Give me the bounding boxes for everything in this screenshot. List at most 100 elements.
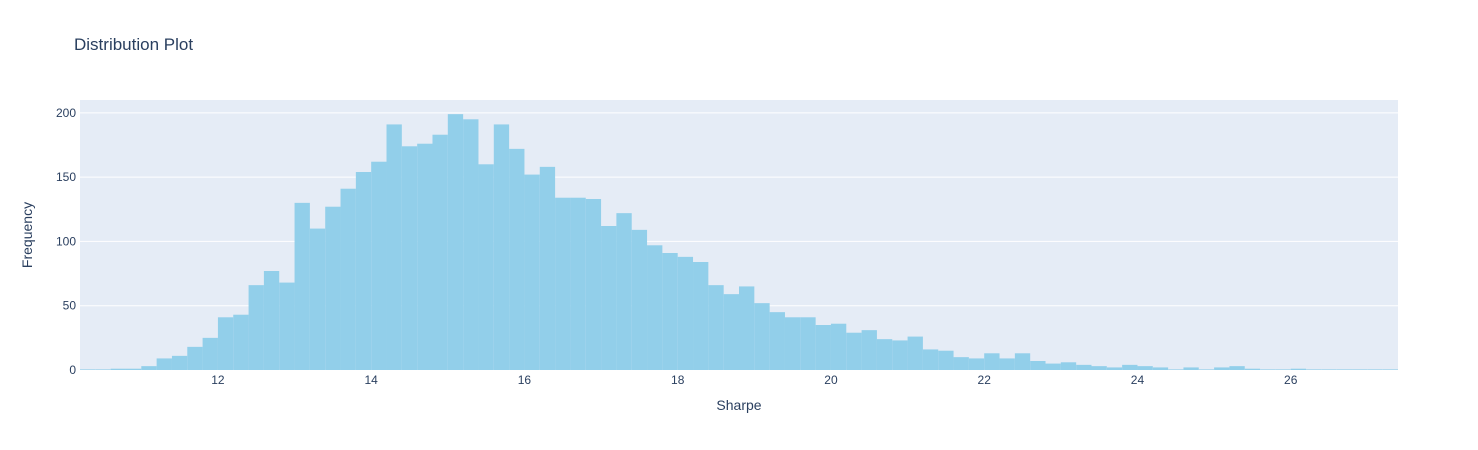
histogram-bar [631,229,648,370]
histogram-bar [723,294,739,370]
histogram-bar [922,349,939,370]
histogram-bar [1122,364,1138,370]
y-tick-label: 200 [56,106,76,120]
histogram-bar [1290,368,1307,370]
histogram-bar [570,197,586,370]
histogram-bar [355,172,372,370]
histogram-bar [693,262,709,370]
y-tick-label: 150 [56,170,76,184]
histogram-bar [309,228,326,370]
histogram-bar [1306,369,1322,370]
histogram-bar [861,330,877,370]
histogram-bar [907,336,923,370]
histogram-bar [539,166,556,370]
histogram-bar [432,134,448,370]
histogram-bar [371,161,387,370]
histogram-bar [616,213,632,370]
histogram-bar [876,339,893,370]
histogram-bar [95,369,111,370]
histogram-bar [294,202,310,370]
histogram-bar [141,366,157,370]
histogram-bar [1168,369,1184,370]
histogram-bar [999,358,1015,370]
histogram-bar [1321,369,1337,370]
histogram-bar [340,188,356,370]
histogram-bar [1030,361,1046,370]
histogram-bar [1275,369,1291,370]
histogram-bar [846,332,862,370]
histogram-bar [1076,364,1092,370]
x-tick-label: 18 [671,373,685,387]
histogram-bar [1045,363,1061,370]
histogram-bar [784,317,801,370]
y-axis-title: Frequency [19,202,35,268]
histogram-bar [830,323,847,370]
histogram-bar [217,317,234,370]
histogram-bar [1060,362,1077,370]
histogram-bar [677,256,694,370]
histogram-bar [248,285,264,370]
histogram-bar [1367,369,1383,370]
histogram-bar [708,285,724,370]
histogram-bar [739,286,755,370]
histogram-bar [279,282,295,370]
histogram-bar [463,119,479,371]
x-tick-label: 16 [518,373,532,387]
histogram-bar [478,164,494,370]
histogram-bar [1137,366,1153,370]
histogram-bar [202,337,218,370]
histogram-bar [1091,366,1107,370]
x-axis-title: Sharpe [716,397,761,413]
histogram-bar [493,124,510,370]
histogram-bars [80,114,1398,371]
histogram-bar [800,317,816,370]
histogram-bar [1352,369,1368,370]
histogram-bar [125,368,142,370]
histogram-bar [401,146,418,370]
histogram-bar [187,346,203,370]
histogram-bar [754,303,770,370]
x-tick-label: 14 [365,373,379,387]
histogram-bar [968,358,985,370]
histogram-bar [171,355,188,370]
histogram-bar [110,368,126,370]
x-tick-label: 22 [978,373,992,387]
y-tick-label: 50 [63,299,77,313]
histogram-bar [647,245,663,370]
histogram-bar [80,369,96,370]
histogram-bar [156,358,172,370]
histogram-bar [1014,353,1031,370]
x-tick-label: 24 [1131,373,1145,387]
histogram-bar [585,199,602,370]
histogram-bar [325,206,341,370]
histogram-bar [984,353,1000,370]
histogram-bar [1229,366,1245,370]
x-tick-label: 26 [1284,373,1298,387]
x-tick-label: 12 [211,373,225,387]
histogram-bar [938,350,954,370]
histogram-bar [263,271,280,370]
chart-title: Distribution Plot [74,35,193,54]
y-axis-ticks: 0 50 100 150 200 [56,106,76,377]
histogram-bar [555,197,571,370]
histogram-bar [1382,369,1398,370]
histogram-bar [662,253,678,370]
histogram-bar [1183,367,1199,370]
histogram-bar [233,314,249,370]
histogram-bar [1106,367,1123,370]
y-tick-label: 100 [56,234,76,248]
x-tick-label: 20 [824,373,838,387]
x-axis-ticks: 12 14 16 18 20 22 24 26 [211,373,1297,387]
y-tick-label: 0 [69,363,76,377]
histogram-bar [417,143,433,370]
histogram-bar [1244,368,1261,370]
histogram-bar [601,226,617,370]
histogram-bar [815,325,831,370]
histogram-bar [1152,367,1169,370]
histogram-bar [1260,369,1276,370]
histogram-bar [447,114,464,371]
histogram-bar [769,312,785,370]
histogram-bar [509,148,525,370]
histogram-bar [892,340,908,370]
